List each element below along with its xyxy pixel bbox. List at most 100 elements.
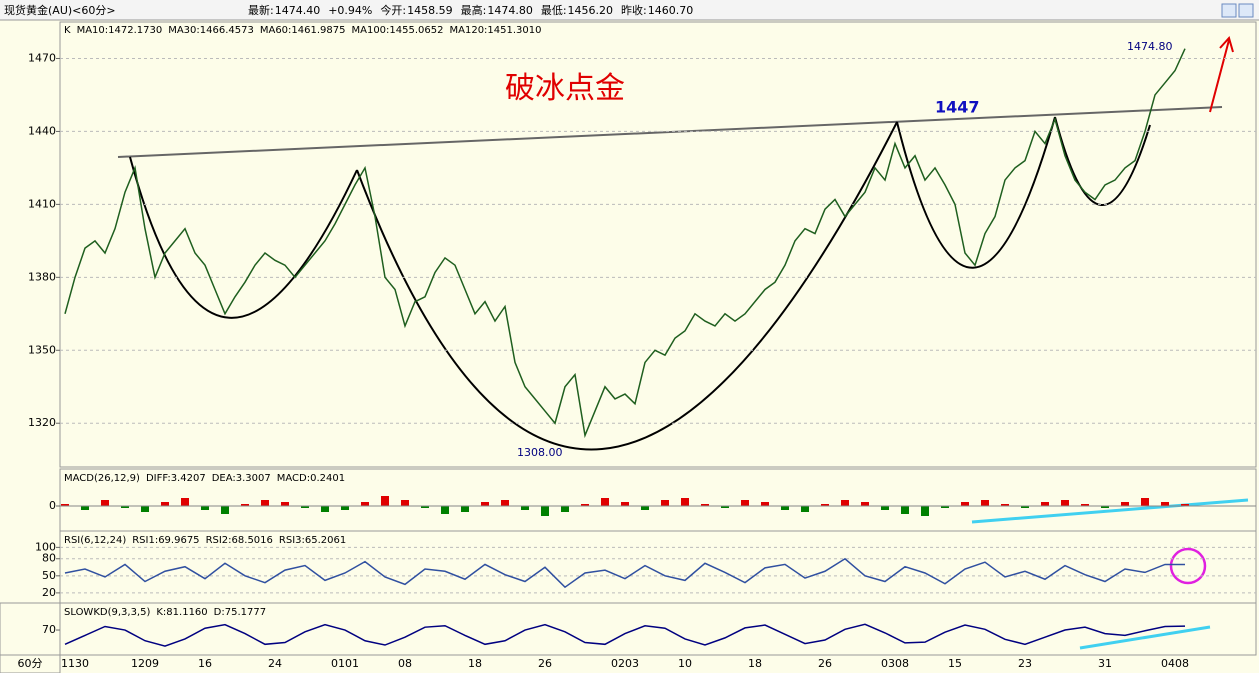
legend-entry: DEA:3.3007: [212, 473, 271, 484]
quote-label: 今开:: [380, 3, 406, 17]
macd-bar: [201, 506, 209, 510]
macd-bar: [601, 498, 609, 506]
macd-bar: [1161, 502, 1169, 506]
annotation: 1474.80: [1127, 40, 1173, 53]
nav-button[interactable]: [1238, 3, 1254, 18]
macd-bar: [1021, 506, 1029, 508]
macd-bar: [401, 500, 409, 506]
x-tick-label: 0101: [331, 657, 359, 670]
x-tick-label: 18: [748, 657, 762, 670]
macd-bar: [241, 504, 249, 506]
nav-button[interactable]: [1221, 3, 1237, 18]
y-tick-label: 1440: [28, 124, 56, 137]
macd-bar: [1121, 502, 1129, 506]
legend-entry: SLOWKD(9,3,3,5): [64, 607, 150, 618]
macd-bar: [861, 502, 869, 506]
legend-entry: RSI3:65.2061: [279, 535, 346, 546]
macd-bar: [81, 506, 89, 510]
x-tick-label: 16: [198, 657, 212, 670]
y-tick-label: 0: [49, 499, 56, 512]
macd-bar: [421, 506, 429, 508]
macd-bar: [461, 506, 469, 512]
legend-entry: RSI(6,12,24): [64, 535, 126, 546]
x-tick-label: 1130: [61, 657, 89, 670]
quote-value: 1474.80: [487, 4, 533, 17]
legend-entry: MACD:0.2401: [277, 473, 345, 484]
up-arrow: [1209, 35, 1234, 113]
macd-bar: [841, 500, 849, 506]
macd-bar: [921, 506, 929, 516]
macd-bar: [321, 506, 329, 512]
instrument-title: 现货黄金(AU)<60分>: [4, 3, 116, 17]
cup-line: [1054, 116, 1151, 206]
macd-bar: [881, 506, 889, 510]
period-box: [0, 654, 61, 673]
macd-bar: [981, 500, 989, 506]
price-panel: [59, 21, 1257, 468]
macd-bar: [1141, 498, 1149, 506]
legend-entry: MA60:1461.9875: [260, 25, 346, 36]
macd-bar: [281, 502, 289, 506]
macd-bar: [641, 506, 649, 510]
x-tick-label: 23: [1018, 657, 1032, 670]
quote-value: 1474.40: [275, 4, 321, 17]
macd-bar: [581, 504, 589, 506]
x-tick-label: 0203: [611, 657, 639, 670]
cup-line: [896, 116, 1056, 269]
macd-bar: [1181, 504, 1189, 506]
x-tick-label: 24: [268, 657, 282, 670]
y-tick-label: 1320: [28, 416, 56, 429]
macd-bar: [141, 506, 149, 512]
quote-value: 1458.59: [407, 4, 453, 17]
price-line: [64, 557, 1185, 589]
x-tick-label: 15: [948, 657, 962, 670]
macd-bar: [161, 502, 169, 506]
legend-entry: RSI2:68.5016: [206, 535, 273, 546]
quote-label: 昨收:: [621, 3, 647, 17]
macd-bar: [541, 506, 549, 516]
macd-bar: [721, 506, 729, 508]
legend-entry: K: [64, 25, 71, 36]
legend-entry: K:81.1160: [156, 607, 207, 618]
macd-bar: [701, 504, 709, 506]
x-tick-label: 26: [538, 657, 552, 670]
cup-line: [356, 121, 898, 451]
macd-bar: [61, 504, 69, 506]
macd-bar: [661, 500, 669, 506]
cup-line: [129, 156, 358, 319]
highlight-circle: [1169, 547, 1207, 585]
macd-bar: [121, 506, 129, 508]
neckline: [117, 106, 1223, 158]
macd-bar: [521, 506, 529, 510]
y-tick-label: 1470: [28, 51, 56, 64]
y-tick-label: 1350: [28, 343, 56, 356]
macd-bar: [621, 502, 629, 506]
macd-bar: [741, 500, 749, 506]
legend-entry: RSI1:69.9675: [132, 535, 199, 546]
legend-entry: MA100:1455.0652: [351, 25, 443, 36]
legend-entry: D:75.1777: [214, 607, 266, 618]
macd-bar: [681, 498, 689, 506]
macd-bar: [221, 506, 229, 514]
quote-value: +0.94%: [328, 4, 372, 17]
x-tick-label: 26: [818, 657, 832, 670]
macd-bar: [781, 506, 789, 510]
macd-bar: [181, 498, 189, 506]
quote-value: 1460.70: [648, 4, 694, 17]
macd-bar: [301, 506, 309, 508]
quote-label: 最低:: [541, 4, 567, 17]
annotation: 破冰点金: [505, 71, 625, 106]
x-tick-label: 1209: [131, 657, 159, 670]
y-tick-label: 20: [42, 586, 56, 599]
macd-bar: [1101, 506, 1109, 508]
macd-bar: [1061, 500, 1069, 506]
price-line: [64, 48, 1186, 439]
period-label: 60分: [18, 657, 43, 670]
trend-line: [1079, 625, 1211, 650]
annotation: 1308.00: [517, 446, 563, 459]
macd-bar: [341, 506, 349, 510]
legend-entry: MA120:1451.3010: [450, 25, 542, 36]
macd-bar: [941, 506, 949, 508]
